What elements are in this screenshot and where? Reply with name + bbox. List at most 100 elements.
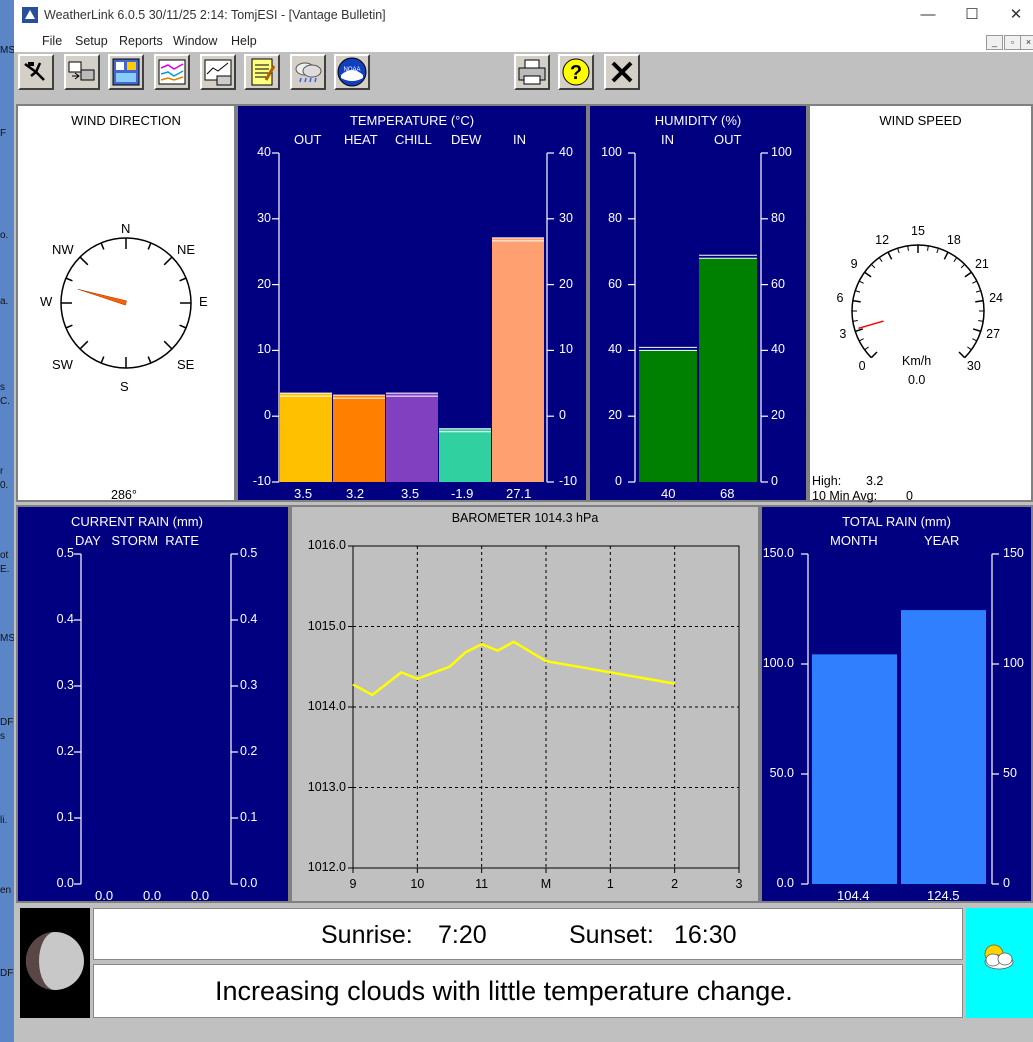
total-rain-title: TOTAL RAIN (mm) xyxy=(842,514,951,529)
minimize-button[interactable]: — xyxy=(920,6,936,23)
title-bar[interactable]: WeatherLink 6.0.5 30/11/25 2:14: TomjESI… xyxy=(14,0,1033,31)
desktop-label: DF xyxy=(0,968,14,979)
humidity-bar xyxy=(699,258,757,482)
dial-tick xyxy=(972,328,982,333)
wind-speed-dial xyxy=(851,244,985,359)
temp-col-in: IN xyxy=(513,132,526,147)
barometer-x-label: 11 xyxy=(475,877,489,891)
compass-n: N xyxy=(121,221,131,236)
svg-text:NOAA: NOAA xyxy=(343,67,360,73)
rain-axis-tick-label: 0.5 xyxy=(56,546,74,560)
dial-tick xyxy=(852,299,861,303)
dial-label: 18 xyxy=(946,232,961,247)
dial-label: 9 xyxy=(850,256,858,271)
weather-clouds-icon[interactable] xyxy=(290,54,326,90)
wind-vane-icon[interactable] xyxy=(18,54,54,90)
rain-axis-tick-label: 0.2 xyxy=(240,744,258,758)
compass-tick xyxy=(147,356,152,364)
sunrise-time: 7:20 xyxy=(438,921,487,949)
total-rain-axis-tick-label: 100.0 xyxy=(762,656,794,670)
menu-file[interactable]: File xyxy=(42,34,63,48)
humidity-col-out: OUT xyxy=(714,132,742,147)
menu-bar: File Setup Reports Window Help _ ▫ × xyxy=(14,30,1033,52)
dial-label: 0 xyxy=(858,358,866,373)
station-display-icon[interactable] xyxy=(108,54,144,90)
menu-window[interactable]: Window xyxy=(173,34,218,48)
compass-tick xyxy=(147,242,152,250)
dial-label: 27 xyxy=(986,327,1001,342)
menu-help[interactable]: Help xyxy=(231,34,257,48)
mdi-restore-button[interactable]: ▫ xyxy=(1004,35,1021,50)
dial-tick xyxy=(852,320,858,322)
dial-tick xyxy=(972,280,978,284)
total-rain-axis-tick-label: 50.0 xyxy=(769,766,794,780)
desktop-label: C. xyxy=(0,396,10,407)
wind-high-label: High: xyxy=(812,474,842,488)
barometer-x-label: 1 xyxy=(606,877,614,891)
rain-axis-tick-label: 0.2 xyxy=(56,744,74,758)
wind-direction-needle xyxy=(77,288,127,306)
temp-axis-tick-label: 20 xyxy=(559,276,573,291)
dial-tick xyxy=(978,320,984,322)
moon-phase xyxy=(20,908,90,1018)
rain-axis-tick-label: 0.0 xyxy=(56,876,74,890)
compass-tick xyxy=(65,324,73,329)
compass-tick xyxy=(100,356,105,364)
menu-reports[interactable]: Reports xyxy=(119,34,163,48)
current-rain-title: CURRENT RAIN (mm) xyxy=(71,514,203,529)
temp-axis-tick-label: -10 xyxy=(252,474,271,488)
total-rain-bars xyxy=(801,553,999,885)
temp-axis-tick-label: -10 xyxy=(559,474,578,488)
maximize-button[interactable]: ☐ xyxy=(965,6,979,23)
temp-value-in: 27.1 xyxy=(506,486,532,501)
dial-tick xyxy=(858,338,864,342)
temp-axis-tick-label: 0 xyxy=(264,408,271,423)
menu-setup[interactable]: Setup xyxy=(75,34,108,48)
chart-icon[interactable] xyxy=(154,54,190,90)
sunset-label: Sunset: xyxy=(569,921,654,949)
dial-label: 6 xyxy=(836,290,844,305)
temp-bar xyxy=(333,395,385,482)
total-rain-col-month: MONTH xyxy=(830,533,878,548)
close-button[interactable] xyxy=(604,54,640,90)
desktop-strip: MS F o. a. s C. r 0. ot E. MS DF s li. e… xyxy=(0,0,14,1042)
total-rain-value-month: 104.4 xyxy=(837,888,870,903)
help-button[interactable]: ? xyxy=(558,54,594,90)
printer-icon[interactable] xyxy=(514,54,550,90)
temp-axis-tick-label: 40 xyxy=(257,145,271,159)
rain-axis-tick-label: 0.1 xyxy=(240,810,258,824)
window-title: WeatherLink 6.0.5 30/11/25 2:14: TomjESI… xyxy=(44,8,386,22)
compass-tick xyxy=(163,340,173,350)
dial-tick xyxy=(927,245,929,251)
forecast-text: Increasing clouds with little temperatur… xyxy=(215,976,793,1006)
total-rain-axis-tick-label: 150 xyxy=(1003,546,1024,560)
wind-avg-value: 0 xyxy=(906,489,913,503)
barometer-x-label: 10 xyxy=(410,877,425,891)
mdi-close-button[interactable]: × xyxy=(1020,35,1033,50)
data-download-icon[interactable] xyxy=(64,54,100,90)
close-window-button[interactable]: ✕ xyxy=(1009,6,1023,23)
compass-nw: NW xyxy=(52,242,74,257)
total-rain-axis-tick-label: 0.0 xyxy=(776,876,794,890)
dial-arc xyxy=(851,244,985,359)
humidity-axis-tick-label: 80 xyxy=(771,210,785,225)
graph-icon[interactable] xyxy=(200,54,236,90)
desktop-label: DF xyxy=(0,717,14,728)
humidity-axis-tick-label: 80 xyxy=(608,210,622,225)
temperature-bars xyxy=(272,152,554,483)
humidity-axis-tick-label: 20 xyxy=(771,408,785,423)
total-rain-axis-tick-label: 150.0 xyxy=(762,546,794,560)
temp-value-heat: 3.2 xyxy=(346,486,365,501)
temperature-panel: TEMPERATURE (°C) OUT HEAT CHILL DEW IN 4… xyxy=(236,104,588,502)
dial-tick xyxy=(972,338,978,342)
humidity-axis-tick-label: 60 xyxy=(771,276,785,291)
rain-axis-tick-label: 0.5 xyxy=(240,546,258,560)
partly-cloudy-icon xyxy=(984,944,1014,970)
temp-axis-tick-label: 0 xyxy=(559,408,566,423)
dial-tick xyxy=(967,346,972,351)
mdi-minimize-button[interactable]: _ xyxy=(986,35,1003,50)
noaa-icon[interactable]: NOAA xyxy=(334,54,370,90)
notepad-icon[interactable] xyxy=(244,54,280,90)
dial-tick xyxy=(943,251,949,260)
compass xyxy=(60,237,192,369)
